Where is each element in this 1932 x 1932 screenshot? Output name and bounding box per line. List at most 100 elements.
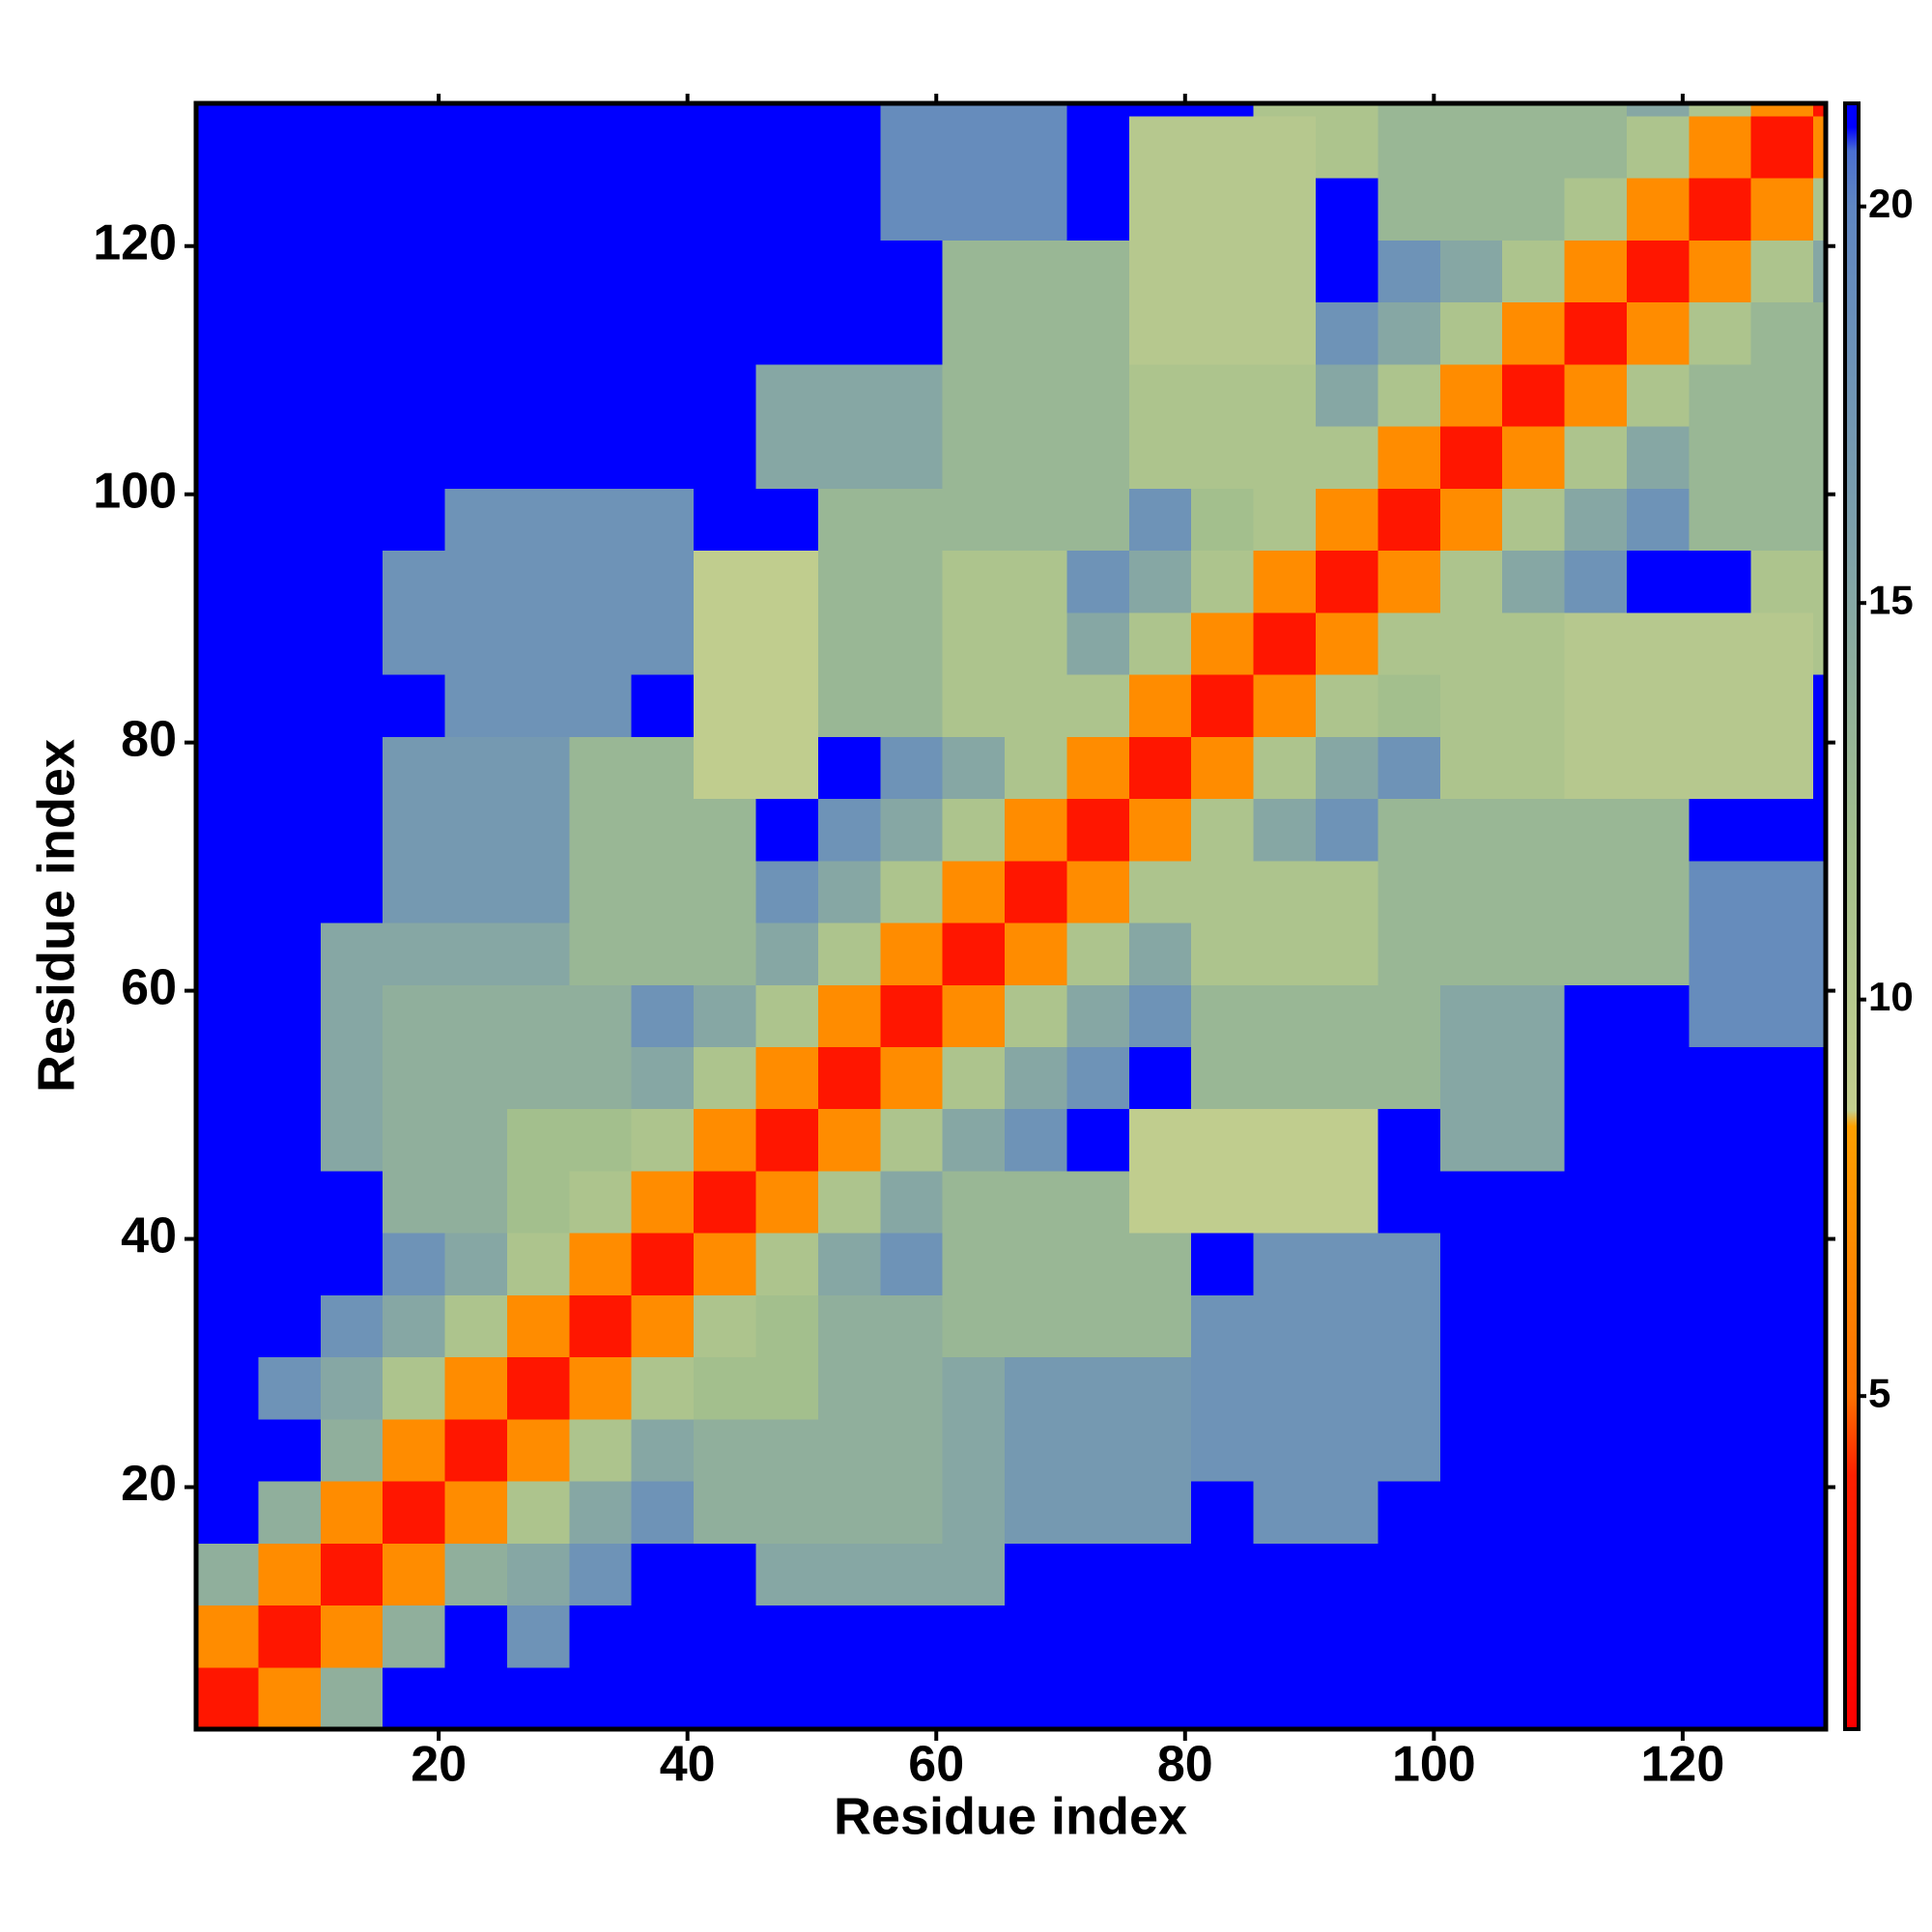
heatmap-cell xyxy=(320,1605,384,1668)
heatmap-cells xyxy=(196,103,1827,1730)
colorbar-tick-label: 10 xyxy=(1868,974,1914,1019)
heatmap-cell xyxy=(1066,178,1130,241)
heatmap-cell xyxy=(383,550,446,613)
heatmap-cell xyxy=(196,488,259,552)
heatmap-cell xyxy=(196,1666,259,1730)
heatmap-cell xyxy=(755,736,819,800)
heatmap-cell xyxy=(1191,103,1255,117)
heatmap-cell xyxy=(1502,1543,1566,1606)
heatmap-cell xyxy=(1128,550,1192,613)
heatmap-cell xyxy=(506,1046,570,1110)
heatmap-cell xyxy=(506,736,570,800)
heatmap-cell xyxy=(1564,984,1628,1047)
heatmap-cell xyxy=(1316,1233,1378,1295)
heatmap-cell xyxy=(258,426,322,489)
heatmap-cell xyxy=(1005,301,1068,365)
heatmap-cell xyxy=(1378,426,1441,489)
heatmap-cell xyxy=(506,984,570,1047)
heatmap-cell xyxy=(258,103,322,117)
heatmap-cell xyxy=(1813,1418,1827,1482)
heatmap-cell xyxy=(694,611,757,675)
heatmap-cell xyxy=(942,611,1006,675)
heatmap-cell xyxy=(1005,1294,1068,1358)
heatmap-cell xyxy=(383,488,446,552)
heatmap-cell xyxy=(506,798,570,862)
heatmap-cell xyxy=(1128,178,1192,241)
heatmap-cell xyxy=(631,363,695,427)
heatmap-cell xyxy=(755,922,819,985)
heatmap-cell xyxy=(1316,922,1378,985)
heatmap-cell xyxy=(258,363,322,427)
heatmap-cell xyxy=(1626,1481,1690,1544)
heatmap-cell xyxy=(1502,1356,1566,1420)
heatmap-cell xyxy=(1439,673,1503,737)
heatmap-cell xyxy=(569,860,633,923)
heatmap-cell xyxy=(1128,426,1192,489)
heatmap-cell xyxy=(1564,178,1628,241)
heatmap-cell xyxy=(817,922,881,985)
heatmap-cell xyxy=(1689,103,1752,117)
heatmap-cell xyxy=(1689,1233,1752,1295)
heatmap-cell xyxy=(1626,1233,1690,1295)
heatmap-cell xyxy=(880,301,944,365)
heatmap-cell xyxy=(1813,363,1827,427)
heatmap-cell xyxy=(383,1666,446,1730)
heatmap-cell xyxy=(383,922,446,985)
heatmap-cell xyxy=(1502,984,1566,1047)
heatmap-cell xyxy=(1750,984,1814,1047)
heatmap-cell xyxy=(1005,984,1068,1047)
heatmap-cell xyxy=(383,301,446,365)
heatmap-cell xyxy=(1316,426,1378,489)
heatmap-cell xyxy=(1253,178,1317,241)
heatmap-cell xyxy=(258,1418,322,1482)
heatmap-cell xyxy=(1626,673,1690,737)
heatmap-cell xyxy=(1750,178,1814,241)
heatmap-cell xyxy=(506,1294,570,1358)
heatmap-cell xyxy=(1813,673,1827,737)
heatmap-cell xyxy=(1378,736,1441,800)
heatmap-cell xyxy=(196,984,259,1047)
heatmap-cell xyxy=(569,1418,633,1482)
heatmap-cell xyxy=(880,363,944,427)
x-tick-label: 80 xyxy=(1157,1737,1213,1793)
heatmap-cell xyxy=(569,1108,633,1172)
heatmap-cell xyxy=(1626,736,1690,800)
heatmap-cell xyxy=(1689,115,1752,179)
heatmap-cell xyxy=(1005,240,1068,303)
heatmap-cell xyxy=(1813,103,1827,117)
heatmap-cell xyxy=(880,115,944,179)
heatmap-cell xyxy=(694,363,757,427)
heatmap-cell xyxy=(1626,240,1690,303)
heatmap-cell xyxy=(631,426,695,489)
heatmap-cell xyxy=(755,860,819,923)
heatmap-cell xyxy=(506,1356,570,1420)
heatmap-cell xyxy=(196,426,259,489)
heatmap-cell xyxy=(444,1543,508,1606)
heatmap-cell xyxy=(1191,736,1255,800)
heatmap-cell xyxy=(506,363,570,427)
heatmap-cell xyxy=(1813,922,1827,985)
heatmap-cell xyxy=(1005,1108,1068,1172)
heatmap-cell xyxy=(1439,426,1503,489)
heatmap-cell xyxy=(1564,488,1628,552)
heatmap-cell xyxy=(1066,860,1130,923)
heatmap-cell xyxy=(1439,922,1503,985)
heatmap-cell xyxy=(258,1356,322,1420)
x-tick-label: 120 xyxy=(1641,1737,1725,1793)
heatmap-cell xyxy=(1066,1046,1130,1110)
heatmap-cell xyxy=(694,240,757,303)
heatmap-cell xyxy=(1316,1294,1378,1358)
heatmap-cell xyxy=(569,240,633,303)
heatmap-cell xyxy=(196,1418,259,1482)
heatmap-cell xyxy=(1502,550,1566,613)
heatmap-cell xyxy=(506,488,570,552)
heatmap-cell xyxy=(1502,1170,1566,1234)
heatmap-cell xyxy=(1066,115,1130,179)
heatmap-cell xyxy=(506,1605,570,1668)
heatmap-cell xyxy=(258,611,322,675)
heatmap-cell xyxy=(506,240,570,303)
heatmap-cell xyxy=(1564,240,1628,303)
heatmap-cell xyxy=(320,301,384,365)
heatmap-cell xyxy=(1253,363,1317,427)
heatmap-cell xyxy=(1191,1666,1255,1730)
